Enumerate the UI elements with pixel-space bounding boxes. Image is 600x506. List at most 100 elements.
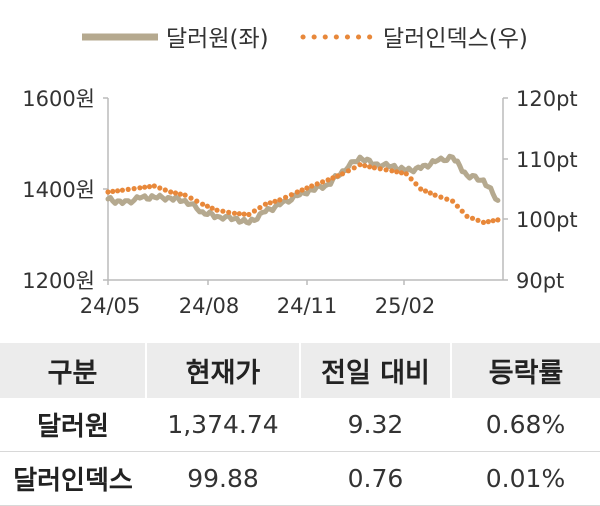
- dxy-point: [459, 208, 465, 214]
- dxy-point: [299, 187, 305, 193]
- dxy-point: [236, 211, 242, 217]
- dxy-point: [257, 205, 263, 211]
- header-price: 현재가: [145, 343, 300, 398]
- row-price: 99.88: [187, 464, 259, 493]
- dxy-point: [394, 169, 400, 175]
- dxy-point: [377, 166, 383, 172]
- dxy-point: [267, 200, 273, 206]
- dxy-point: [209, 205, 215, 211]
- dxy-point: [398, 170, 405, 176]
- table-row: 달러인덱스 99.88 0.76 0.01%: [0, 452, 600, 506]
- exchange-rate-chart: 달러원(좌) 달러인덱스(우) 1600원 1400원 1200원 120pt …: [22, 26, 578, 318]
- legend-label-usdkrw: 달러원(좌): [166, 26, 269, 52]
- dxy-point: [432, 192, 438, 198]
- right-tick-label: 100pt: [516, 208, 578, 232]
- dxy-point: [105, 189, 111, 195]
- row-rate: 0.68%: [485, 410, 566, 439]
- dxy-point: [444, 196, 450, 202]
- dxy-point: [283, 194, 289, 200]
- chart-legend: 달러원(좌) 달러인덱스(우): [82, 26, 528, 52]
- dxy-point: [475, 217, 481, 223]
- dxy-point: [194, 198, 200, 204]
- dxy-point: [162, 187, 168, 193]
- dxy-point: [251, 208, 257, 214]
- dxy-point: [146, 184, 153, 190]
- x-tick-label: 24/05: [80, 294, 141, 318]
- dxy-point: [495, 217, 501, 223]
- right-tick-label: 120pt: [516, 87, 578, 111]
- dxy-point: [294, 189, 300, 195]
- dxy-point: [220, 208, 226, 214]
- dxy-point: [172, 190, 179, 196]
- dxy-point: [231, 210, 238, 216]
- dxy-point: [262, 201, 268, 207]
- dxy-point: [137, 185, 143, 191]
- dxy-point: [464, 213, 470, 219]
- left-tick-label: 1600원: [22, 87, 95, 111]
- dxy-point: [345, 168, 351, 174]
- series-points-dxy: [105, 162, 501, 225]
- dxy-point: [413, 181, 419, 187]
- dxy-point: [277, 197, 283, 203]
- dxy-point: [304, 185, 310, 191]
- dxy-point: [418, 186, 424, 192]
- row-label: 달러인덱스: [13, 466, 133, 496]
- table-header-row: 구분 현재가 전일 대비 등락률: [0, 343, 600, 398]
- dxy-point: [151, 183, 157, 189]
- dxy-point: [371, 165, 377, 171]
- row-label: 달러원: [37, 412, 109, 442]
- dxy-point: [241, 211, 247, 217]
- x-tick-label: 25/02: [375, 294, 436, 318]
- dxy-point: [115, 188, 121, 194]
- dxy-point: [389, 168, 395, 174]
- x-tick-label: 24/08: [179, 294, 240, 318]
- row-change: 0.76: [347, 464, 404, 493]
- dxy-point: [320, 179, 326, 185]
- dxy-point: [226, 209, 232, 215]
- header-rate: 등락률: [450, 343, 600, 398]
- right-tick-label: 110pt: [516, 148, 578, 172]
- dxy-point: [288, 192, 294, 198]
- dxy-point: [335, 173, 341, 179]
- dxy-point: [131, 186, 137, 192]
- dxy-point: [454, 203, 460, 209]
- dxy-point: [142, 184, 148, 190]
- dxy-point: [314, 181, 320, 187]
- dxy-point: [177, 191, 183, 197]
- dxy-point: [182, 192, 188, 198]
- dxy-point: [325, 177, 331, 183]
- dxy-point: [110, 188, 116, 194]
- dxy-point: [422, 188, 429, 194]
- dxy-point: [438, 194, 444, 200]
- dxy-point: [367, 164, 373, 170]
- dxy-point: [309, 183, 315, 189]
- dxy-point: [450, 198, 456, 204]
- fx-summary-table: 구분 현재가 전일 대비 등락률 달러원 1,374.74 9.32 0.68%…: [0, 343, 600, 506]
- dxy-point: [490, 218, 496, 224]
- dxy-point: [188, 195, 194, 201]
- dxy-point: [204, 203, 210, 209]
- dxy-point: [157, 185, 163, 191]
- left-tick-label: 1400원: [22, 178, 95, 202]
- dxy-point: [330, 175, 336, 181]
- row-change: 9.32: [347, 410, 404, 439]
- dxy-point: [403, 171, 409, 177]
- dxy-point: [480, 219, 487, 225]
- dxy-point: [125, 186, 131, 192]
- dxy-point: [357, 162, 363, 168]
- dxy-point: [427, 190, 433, 196]
- dxy-point: [246, 211, 252, 218]
- dxy-point: [485, 219, 491, 225]
- legend-label-dxy: 달러인덱스(우): [383, 26, 528, 52]
- dxy-point: [119, 187, 125, 193]
- row-price: 1,374.74: [167, 410, 279, 439]
- dxy-point: [351, 165, 357, 171]
- dxy-point: [200, 201, 206, 207]
- left-tick-label: 1200원: [22, 269, 95, 293]
- series-line-usdkrw: [105, 153, 501, 226]
- dxy-point: [339, 171, 346, 177]
- row-rate: 0.01%: [485, 464, 566, 493]
- dxy-point: [469, 215, 476, 221]
- dxy-point: [168, 189, 174, 195]
- dxy-point: [383, 167, 389, 173]
